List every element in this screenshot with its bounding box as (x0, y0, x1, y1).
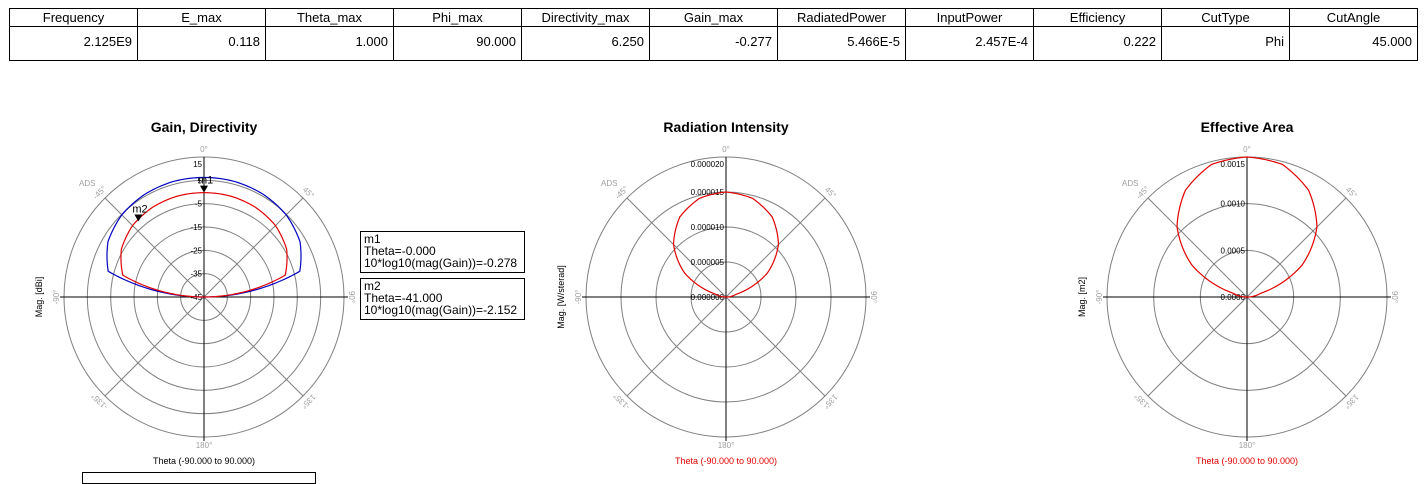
chart2-ylabel: Mag. [W/sterad] (556, 265, 566, 329)
cell-phi-max: 90.000 (393, 26, 522, 61)
cell-efficiency: 0.222 (1033, 26, 1162, 61)
legend-box (82, 472, 316, 484)
chart3-radial-tick-label: 0.0000 (1221, 293, 1246, 302)
cell-cut-type: Phi (1161, 26, 1290, 61)
chart2-series-radiation-intensity (672, 191, 780, 298)
col-directivity-max: Directivity_max (521, 8, 650, 27)
marker-m1-theta: Theta=-0.000 (364, 244, 436, 258)
chart1-radial-tick-label: 15 (193, 160, 202, 169)
cell-cut-angle: 45.000 (1289, 26, 1418, 61)
chart2-radial-tick-label: 0.000020 (691, 160, 725, 169)
chart3-ylabel: Mag. [m2] (1077, 277, 1087, 317)
chart3-title: Effective Area (1201, 119, 1294, 135)
chart1-watermark: ADS (79, 179, 95, 188)
chart2-angle-label: 90° (869, 291, 878, 303)
chart3-angle-label: -90° (1095, 290, 1104, 305)
chart3-radial-tick-label: 0.0010 (1221, 200, 1246, 209)
chart2-angle-label: 180° (718, 441, 735, 450)
chart1-radial-tick-label: -45 (190, 293, 202, 302)
chart1-marker-m1 (200, 185, 208, 193)
chart1-radial-tick-label: 5 (198, 176, 203, 185)
chart1-series-directivity (106, 176, 302, 298)
chart1-series-gain (120, 192, 288, 298)
chart1-marker-m2 (134, 214, 143, 222)
cell-input-power: 2.457E-4 (905, 26, 1034, 61)
marker-m2-value: 10*log10(mag(Gain))=-2.152 (364, 303, 518, 317)
chart3-angle-label: 180° (1239, 441, 1256, 450)
chart3-radial-tick-label: 0.0005 (1221, 246, 1246, 255)
marker-readout-m1[interactable]: m1 Theta=-0.000 10*log10(mag(Gain))=-0.2… (360, 231, 525, 273)
chart1-marker-label-m1: m1 (198, 175, 213, 187)
chart3-angle-label: 90° (1390, 291, 1399, 303)
chart2-radial-tick-label: 0.000015 (691, 188, 725, 197)
chart2-radial-tick-label: 0.000000 (691, 293, 725, 302)
chart1-title: Gain, Directivity (151, 119, 258, 135)
chart1-angle-label: 90° (347, 291, 356, 303)
chart1-radial-tick-label: -25 (190, 246, 202, 255)
cell-gain-max: -0.277 (649, 26, 778, 61)
cell-frequency: 2.125E9 (9, 26, 138, 61)
chart1-marker-label-m2: m2 (132, 204, 147, 216)
chart2-angle-label: -90° (574, 290, 583, 305)
chart2-radial-tick-label: 0.000005 (691, 258, 725, 267)
chart2-xlabel: Theta (-90.000 to 90.000) (675, 456, 777, 466)
chart1-xlabel: Theta (-90.000 to 90.000) (153, 456, 255, 466)
marker-readout-m2[interactable]: m2 Theta=-41.000 10*log10(mag(Gain))=-2.… (360, 278, 525, 320)
cell-radiated-power: 5.466E-5 (777, 26, 906, 61)
chart3-radial-tick-label: 0.0015 (1221, 160, 1246, 169)
chart3-watermark: ADS (1122, 179, 1138, 188)
marker-m1-name: m1 (364, 232, 381, 246)
marker-m1-value: 10*log10(mag(Gain))=-0.278 (364, 256, 518, 270)
chart1-angle-label: -90° (52, 290, 61, 305)
cell-directivity-max: 6.250 (521, 26, 650, 61)
chart1-radial-tick-label: -5 (195, 200, 203, 209)
results-table: Frequency E_max Theta_max Phi_max Direct… (9, 8, 1418, 61)
chart2-radial-tick-label: 0.000010 (691, 223, 725, 232)
cell-theta-max: 1.000 (265, 26, 394, 61)
chart3-angle-label: 0° (1243, 145, 1251, 154)
chart1-angle-label: 180° (196, 441, 213, 450)
chart3-series-effective-area (1176, 156, 1318, 298)
marker-m2-name: m2 (364, 279, 381, 293)
chart1-ylabel: Mag. [dBi] (34, 277, 44, 318)
chart1-radial-tick-label: -35 (190, 270, 202, 279)
chart2-watermark: ADS (601, 179, 617, 188)
chart3-xlabel: Theta (-90.000 to 90.000) (1196, 456, 1298, 466)
chart1-radial-tick-label: -15 (190, 223, 202, 232)
table-header-row: Frequency E_max Theta_max Phi_max Direct… (9, 8, 1418, 27)
chart1-angle-label: 0° (200, 145, 208, 154)
chart2-title: Radiation Intensity (663, 119, 788, 135)
cell-e-max: 0.118 (137, 26, 266, 61)
marker-m2-theta: Theta=-41.000 (364, 291, 443, 305)
table-row: 2.125E9 0.118 1.000 90.000 6.250 -0.277 … (9, 26, 1418, 61)
chart2-angle-label: 0° (722, 145, 730, 154)
